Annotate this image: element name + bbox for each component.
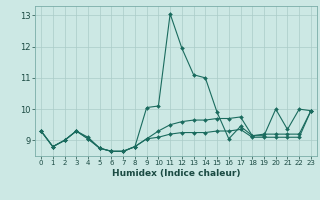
X-axis label: Humidex (Indice chaleur): Humidex (Indice chaleur): [112, 169, 240, 178]
